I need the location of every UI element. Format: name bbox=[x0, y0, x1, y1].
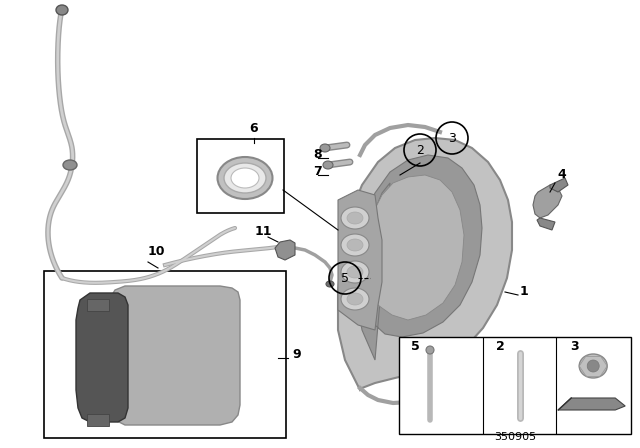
FancyBboxPatch shape bbox=[197, 139, 284, 213]
Ellipse shape bbox=[326, 281, 334, 287]
Ellipse shape bbox=[231, 168, 259, 188]
FancyBboxPatch shape bbox=[87, 414, 109, 426]
Text: 6: 6 bbox=[250, 122, 259, 135]
FancyBboxPatch shape bbox=[44, 271, 286, 438]
Ellipse shape bbox=[320, 144, 330, 152]
Polygon shape bbox=[368, 175, 464, 320]
Ellipse shape bbox=[56, 5, 68, 15]
Polygon shape bbox=[550, 178, 568, 192]
Text: 5: 5 bbox=[411, 340, 419, 353]
Text: 350905: 350905 bbox=[494, 432, 536, 442]
Circle shape bbox=[588, 360, 599, 372]
Polygon shape bbox=[537, 218, 555, 230]
Ellipse shape bbox=[341, 288, 369, 310]
Polygon shape bbox=[533, 185, 562, 218]
Text: 10: 10 bbox=[148, 245, 166, 258]
Ellipse shape bbox=[579, 354, 607, 378]
Polygon shape bbox=[356, 155, 482, 360]
Text: 11: 11 bbox=[255, 225, 273, 238]
Polygon shape bbox=[338, 138, 512, 390]
Polygon shape bbox=[558, 398, 625, 410]
Ellipse shape bbox=[323, 161, 333, 169]
Ellipse shape bbox=[347, 266, 363, 278]
FancyBboxPatch shape bbox=[399, 337, 631, 434]
Circle shape bbox=[426, 346, 434, 354]
Text: 2: 2 bbox=[416, 143, 424, 156]
Ellipse shape bbox=[341, 207, 369, 229]
Text: 1: 1 bbox=[520, 285, 529, 298]
Text: 7: 7 bbox=[313, 165, 322, 178]
Ellipse shape bbox=[341, 261, 369, 283]
Text: 8: 8 bbox=[313, 148, 322, 161]
Polygon shape bbox=[76, 293, 128, 422]
Polygon shape bbox=[275, 240, 295, 260]
Ellipse shape bbox=[347, 293, 363, 305]
Ellipse shape bbox=[341, 234, 369, 256]
Text: 9: 9 bbox=[292, 348, 301, 361]
Ellipse shape bbox=[218, 157, 273, 199]
Text: 2: 2 bbox=[497, 340, 505, 353]
Ellipse shape bbox=[224, 163, 266, 193]
Polygon shape bbox=[110, 286, 240, 425]
Text: 5: 5 bbox=[341, 271, 349, 284]
Ellipse shape bbox=[63, 160, 77, 170]
Text: 3: 3 bbox=[570, 340, 579, 353]
Polygon shape bbox=[338, 190, 382, 330]
Ellipse shape bbox=[347, 212, 363, 224]
FancyBboxPatch shape bbox=[87, 299, 109, 311]
Ellipse shape bbox=[347, 239, 363, 251]
Text: 4: 4 bbox=[557, 168, 566, 181]
Text: 3: 3 bbox=[448, 132, 456, 145]
